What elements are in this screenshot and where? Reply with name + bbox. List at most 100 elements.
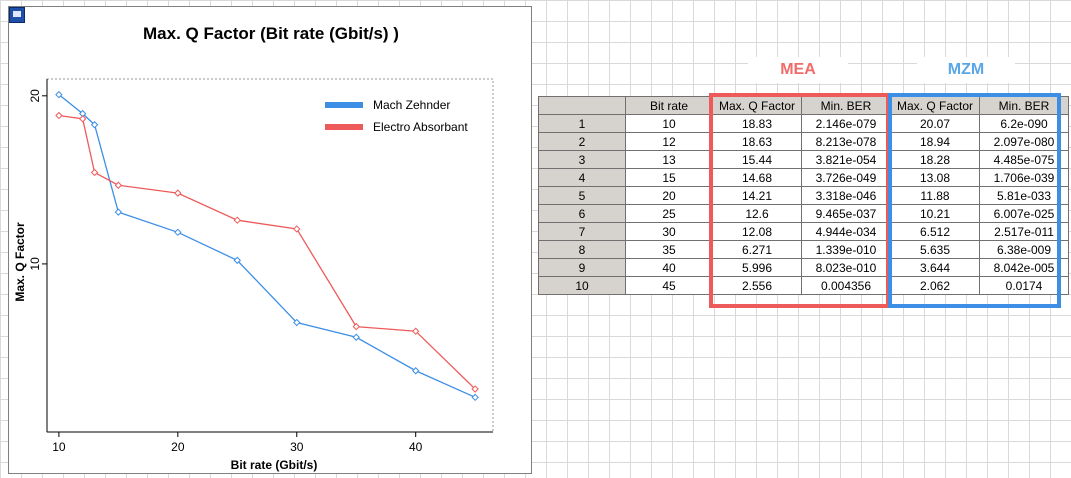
results-table-container: Bit rate Max. Q Factor Min. BER Max. Q F…	[538, 96, 1069, 295]
window-app-icon[interactable]	[9, 7, 25, 23]
cell-mea-max-q[interactable]: 14.21	[712, 186, 802, 205]
cell-mzm-max-q[interactable]: 18.28	[890, 150, 980, 169]
cell-mzm-min-ber[interactable]: 6.007e-025	[979, 204, 1069, 223]
x-tick-label: 30	[290, 440, 304, 454]
legend-swatch	[325, 102, 363, 108]
data-point	[293, 225, 301, 233]
table-row: 3 13 15.44 3.821e-054 18.28 4.485e-075	[538, 150, 1069, 169]
electro-absorbant-line	[58, 114, 476, 390]
y-tick-label: 20	[28, 89, 42, 103]
legend: Mach Zehnder Electro Absorbant	[325, 98, 468, 134]
table-row: 10 45 2.556 0.004356 2.062 0.0174	[538, 276, 1069, 295]
cell-mea-max-q[interactable]: 15.44	[712, 150, 802, 169]
cell-mzm-min-ber[interactable]: 8.042e-005	[979, 258, 1069, 277]
cell-mzm-max-q[interactable]: 5.635	[890, 240, 980, 259]
cell-mea-min-ber[interactable]: 2.146e-079	[801, 114, 891, 133]
cell-mea-min-ber[interactable]: 4.944e-034	[801, 222, 891, 241]
cell-mzm-min-ber[interactable]: 2.097e-080	[979, 132, 1069, 151]
series-group	[55, 90, 479, 402]
cell-mea-min-ber[interactable]: 3.821e-054	[801, 150, 891, 169]
row-number[interactable]: 2	[538, 132, 626, 151]
cell-mea-max-q[interactable]: 12.08	[712, 222, 802, 241]
cell-mea-max-q[interactable]: 2.556	[712, 276, 802, 295]
cell-mea-max-q[interactable]: 18.83	[712, 114, 802, 133]
table-row: 2 12 18.63 8.213e-078 18.94 2.097e-080	[538, 132, 1069, 151]
data-point	[114, 208, 123, 216]
row-number[interactable]: 10	[538, 276, 626, 295]
row-number[interactable]: 4	[538, 168, 626, 187]
cell-mzm-max-q[interactable]: 11.88	[890, 186, 980, 205]
results-table: Bit rate Max. Q Factor Min. BER Max. Q F…	[538, 96, 1069, 295]
cell-mea-min-ber[interactable]: 0.004356	[801, 276, 891, 295]
row-number[interactable]: 5	[538, 186, 626, 205]
mea-group-label: MEA	[748, 57, 848, 83]
cell-mea-min-ber[interactable]: 9.465e-037	[801, 204, 891, 223]
cell-mzm-min-ber[interactable]: 6.2e-090	[979, 114, 1069, 133]
data-point	[293, 318, 301, 327]
header-bit-rate[interactable]: Bit rate	[625, 96, 713, 115]
cell-mea-min-ber[interactable]: 8.023e-010	[801, 258, 891, 277]
row-number[interactable]: 1	[538, 114, 626, 133]
table-body: 1 10 18.83 2.146e-079 20.07 6.2e-090 2 12 18.63 8…	[538, 114, 1069, 295]
data-point	[55, 90, 63, 99]
row-number[interactable]: 6	[538, 204, 626, 223]
cell-bit-rate[interactable]: 12	[625, 132, 713, 151]
table-row: 5 20 14.21 3.318e-046 11.88 5.81e-033	[538, 186, 1069, 205]
y-tick-label: 10	[28, 257, 42, 271]
cell-bit-rate[interactable]: 13	[625, 150, 713, 169]
cell-mzm-min-ber[interactable]: 0.0174	[979, 276, 1069, 295]
data-point	[90, 121, 99, 129]
data-point	[471, 385, 479, 393]
q-factor-chart: Max. Q Factor (Bit rate (Gbit/s) ) 10 20 3…	[13, 24, 494, 472]
x-axis-label: Bit rate (Gbit/s)	[231, 458, 318, 472]
legend-swatch	[325, 124, 363, 130]
row-number[interactable]: 7	[538, 222, 626, 241]
data-point	[90, 168, 99, 177]
cell-mzm-min-ber[interactable]: 1.706e-039	[979, 168, 1069, 187]
cell-mea-max-q[interactable]: 5.996	[712, 258, 802, 277]
data-point	[174, 228, 182, 237]
cell-bit-rate[interactable]: 15	[625, 168, 713, 187]
y-axis-label: Max. Q Factor	[13, 222, 27, 302]
data-point	[55, 111, 63, 120]
cell-bit-rate[interactable]: 35	[625, 240, 713, 259]
cell-bit-rate[interactable]: 30	[625, 222, 713, 241]
mzm-highlight-box	[888, 93, 1061, 308]
header-corner[interactable]	[538, 96, 626, 115]
cell-mzm-max-q[interactable]: 18.94	[890, 132, 980, 151]
data-point	[233, 256, 242, 265]
cell-bit-rate[interactable]: 40	[625, 258, 713, 277]
legend-label: Electro Absorbant	[373, 120, 468, 134]
table-row: 7 30 12.08 4.944e-034 6.512 2.517e-011	[538, 222, 1069, 241]
cell-mzm-min-ber[interactable]: 4.485e-075	[979, 150, 1069, 169]
mea-highlight-box	[709, 93, 890, 308]
x-tick-label: 40	[409, 440, 423, 454]
cell-bit-rate[interactable]: 25	[625, 204, 713, 223]
data-point	[411, 367, 420, 375]
cell-mzm-min-ber[interactable]: 5.81e-033	[979, 186, 1069, 205]
data-point	[352, 333, 360, 341]
legend-label: Mach Zehnder	[373, 98, 450, 112]
cell-mzm-max-q[interactable]: 13.08	[890, 168, 980, 187]
axis-ticks: 10 20 30 40 10 20	[28, 89, 423, 454]
cell-bit-rate[interactable]: 45	[625, 276, 713, 295]
row-number[interactable]: 8	[538, 240, 626, 259]
table-row: 4 15 14.68 3.726e-049 13.08 1.706e-039	[538, 168, 1069, 187]
cell-mzm-min-ber[interactable]: 2.517e-011	[979, 222, 1069, 241]
cell-bit-rate[interactable]: 20	[625, 186, 713, 205]
header-mea-max-q[interactable]: Max. Q Factor	[712, 96, 802, 115]
row-number[interactable]: 3	[538, 150, 626, 169]
row-number[interactable]: 9	[538, 258, 626, 277]
header-mzm-max-q[interactable]: Max. Q Factor	[890, 96, 980, 115]
cell-mzm-min-ber[interactable]: 6.38e-009	[979, 240, 1069, 259]
cell-mea-min-ber[interactable]: 1.339e-010	[801, 240, 891, 259]
x-tick-label: 20	[171, 440, 185, 454]
data-point	[114, 181, 123, 189]
cell-mea-max-q[interactable]: 18.63	[712, 132, 802, 151]
chart-title: Max. Q Factor (Bit rate (Gbit/s) )	[143, 24, 399, 43]
cell-mea-min-ber[interactable]: 3.318e-046	[801, 186, 891, 205]
data-point	[471, 393, 479, 402]
cell-mea-max-q[interactable]: 12.6	[712, 204, 802, 223]
cell-mea-min-ber[interactable]: 3.726e-049	[801, 168, 891, 187]
cell-bit-rate[interactable]: 10	[625, 114, 713, 133]
